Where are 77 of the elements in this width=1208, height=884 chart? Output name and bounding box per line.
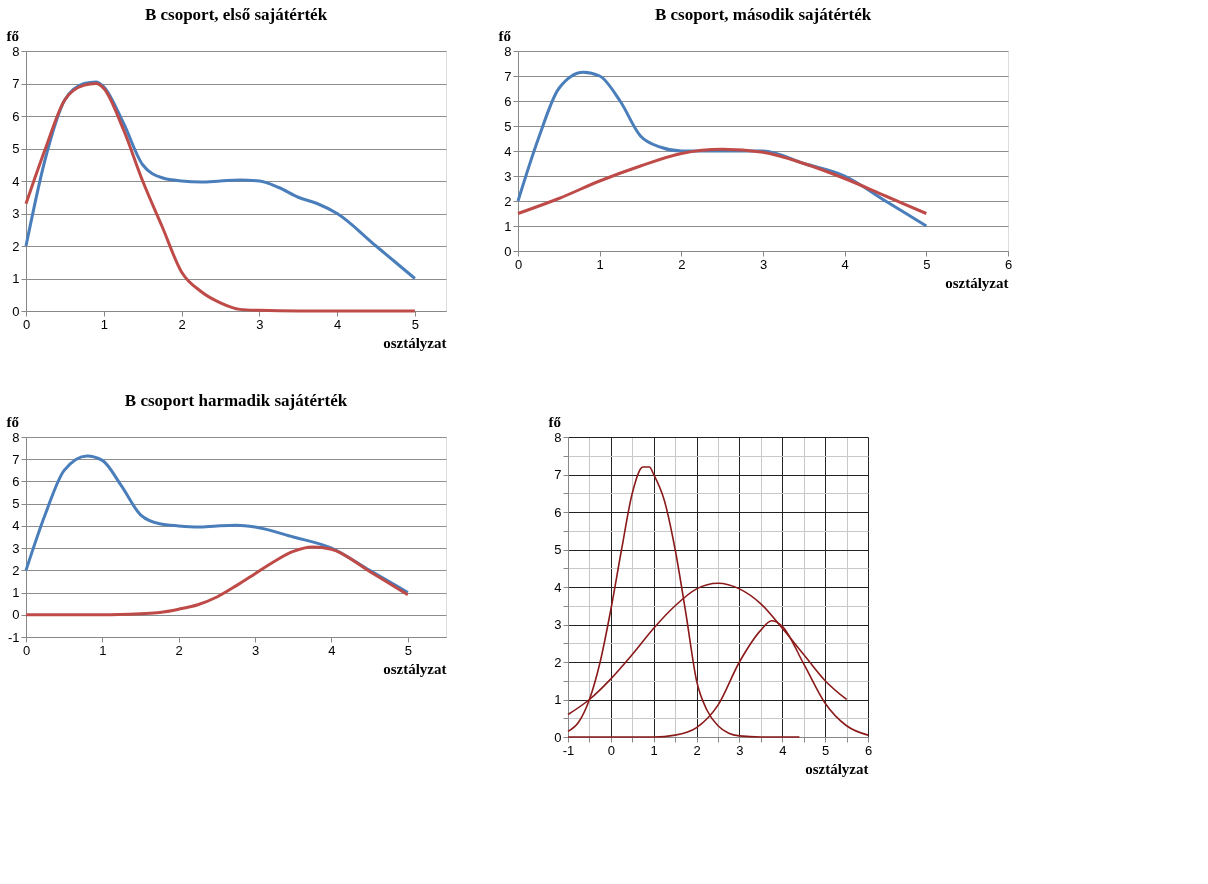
x-tick-label: 3 xyxy=(251,642,260,658)
line-series xyxy=(24,545,410,617)
y-tick-label: 7 xyxy=(504,68,512,84)
x-tick-label: 4 xyxy=(779,742,787,758)
x-tick-label: 1 xyxy=(650,742,658,758)
x-tick-label: 3 xyxy=(759,256,768,272)
x-tick-label: 4 xyxy=(328,642,336,658)
x-tick-label: 1 xyxy=(99,642,107,658)
y-tick-label: 5 xyxy=(554,542,562,557)
y-axis-title: fő xyxy=(6,27,20,44)
y-tick-label: 0 xyxy=(554,729,562,745)
x-axis-title: osztályzat xyxy=(945,274,1009,291)
y-axis-title: fő xyxy=(6,413,20,430)
y-tick-label: 3 xyxy=(12,540,20,556)
y-tick-label: 4 xyxy=(554,579,562,595)
x-axis-title: osztályzat xyxy=(805,760,869,777)
x-tick-label: 2 xyxy=(178,316,186,332)
x-tick-label: 1 xyxy=(596,256,604,272)
y-tick-label: 8 xyxy=(12,429,20,445)
x-tick-label: 5 xyxy=(411,316,420,332)
y-tick-label: 6 xyxy=(12,473,20,489)
x-tick-label: 5 xyxy=(404,642,412,658)
y-tick-label: 1 xyxy=(554,692,562,707)
y-tick-label: 7 xyxy=(12,76,20,91)
y-tick-label: -1 xyxy=(7,629,20,645)
y-tick-label: 4 xyxy=(12,518,20,534)
x-tick-label: 2 xyxy=(693,742,701,758)
y-tick-label: 8 xyxy=(554,429,562,445)
y-tick-label: 2 xyxy=(12,238,20,254)
line-series xyxy=(516,147,928,215)
y-tick-label: 2 xyxy=(504,193,512,209)
y-axis-title: fő xyxy=(498,27,512,44)
x-tick-label: 0 xyxy=(22,642,31,658)
y-tick-label: 0 xyxy=(504,243,512,259)
y-tick-label: 1 xyxy=(504,218,512,234)
x-tick-label: 4 xyxy=(333,316,342,332)
y-tick-label: 2 xyxy=(554,654,562,670)
chart-title: B csoport, második sajátérték xyxy=(654,5,872,24)
y-tick-label: 3 xyxy=(554,617,562,632)
x-tick-label: 6 xyxy=(864,742,873,758)
x-tick-label: 0 xyxy=(22,316,31,332)
x-tick-label: 0 xyxy=(607,742,615,758)
y-tick-label: 0 xyxy=(12,607,20,623)
y-tick-label: 3 xyxy=(504,168,512,184)
chart-title: B csoport, első sajátérték xyxy=(144,5,328,24)
x-tick-label: 2 xyxy=(175,642,183,658)
y-tick-label: 1 xyxy=(12,585,20,601)
x-tick-label: 4 xyxy=(841,256,849,272)
x-tick-label: 3 xyxy=(736,742,744,758)
y-tick-label: 8 xyxy=(504,43,512,59)
y-tick-label: 8 xyxy=(12,43,20,59)
y-axis-title: fő xyxy=(548,413,562,430)
y-tick-label: 4 xyxy=(504,143,512,159)
y-tick-label: 4 xyxy=(12,173,20,189)
y-tick-label: 5 xyxy=(504,118,512,134)
line-series xyxy=(24,82,417,313)
y-tick-label: 0 xyxy=(12,303,20,319)
y-tick-label: 6 xyxy=(12,108,20,124)
chart-title: B csoport harmadik sajátérték xyxy=(124,391,348,410)
y-tick-label: 6 xyxy=(554,504,562,520)
y-tick-label: 2 xyxy=(12,562,20,578)
y-tick-label: 5 xyxy=(12,496,20,512)
x-tick-label: 3 xyxy=(256,316,264,332)
x-axis-title: osztályzat xyxy=(383,660,447,677)
x-tick-label: 5 xyxy=(822,742,830,758)
x-axis-title: osztályzat xyxy=(383,334,447,351)
y-tick-label: 6 xyxy=(504,93,512,109)
y-tick-label: 5 xyxy=(12,141,20,156)
y-tick-label: 7 xyxy=(12,451,20,467)
y-tick-label: 7 xyxy=(554,467,562,482)
x-tick-label: 6 xyxy=(1004,256,1013,272)
x-tick-label: 2 xyxy=(678,256,686,272)
x-tick-label: 0 xyxy=(514,256,523,272)
y-tick-label: 1 xyxy=(12,271,20,286)
x-tick-label: 1 xyxy=(100,316,108,332)
y-tick-label: 3 xyxy=(12,206,20,221)
x-tick-label: 5 xyxy=(923,256,931,272)
